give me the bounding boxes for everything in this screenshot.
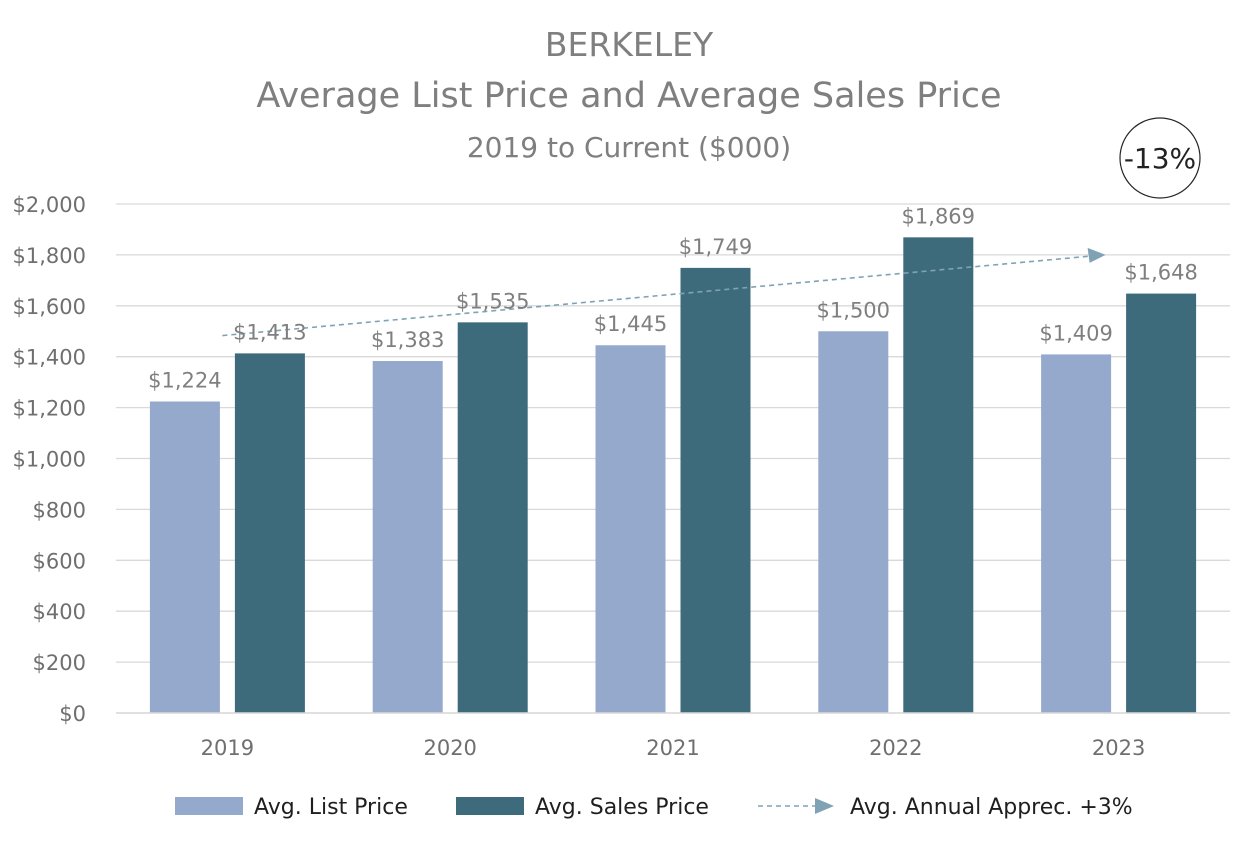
bar-sales-2022 [903,237,974,714]
y-tick-label: $1,200 [13,397,86,421]
y-tick-label: $1,000 [13,448,86,472]
x-tick-label: 2022 [869,736,922,760]
chart-subtitle-period: 2019 to Current ($000) [467,131,791,164]
bar-list-2019 [149,401,220,713]
y-tick-label: $2,000 [13,193,86,217]
x-tick-label: 2019 [201,736,254,760]
bar-list-2021 [595,345,666,713]
legend-label-list-price: Avg. List Price [254,795,408,820]
x-axis-ticks: 2019 2020 2021 2022 2023 [116,712,1230,760]
legend-label-trend: Avg. Annual Apprec. +3% [850,795,1133,820]
y-tick-label: $1,600 [13,295,86,319]
data-label: $1,224 [148,368,221,392]
data-label: $1,535 [456,289,529,313]
y-tick-label: $1,800 [13,244,86,268]
x-tick-label: 2020 [423,736,476,760]
bar-sales-2019 [234,353,305,713]
legend: Avg. List Price Avg. Sales Price Avg. Annu… [175,795,1133,820]
chart-subtitle: Average List Price and Average Sales Pri… [256,76,1001,116]
y-tick-label: $200 [33,651,86,675]
bar-list-2023 [1041,354,1112,713]
data-label: $1,409 [1039,321,1112,345]
legend-swatch-trend-arrow [815,798,834,814]
trend-line [222,247,1106,337]
trend-arrowhead [1087,247,1106,263]
data-label: $1,648 [1124,261,1197,285]
legend-swatch-sales-price [456,797,524,815]
chart-title: BERKELEY [545,25,714,64]
y-tick-label: $400 [33,600,86,624]
data-label: $1,383 [371,328,444,352]
bars [149,237,1197,714]
y-tick-label: $1,400 [13,346,86,370]
change-badge-text: -13% [1124,142,1196,175]
change-badge-circle [1119,117,1201,199]
trend-line-path [222,255,1090,337]
bar-list-2020 [372,361,443,713]
change-badge: -13% [1119,117,1201,199]
bar-sales-2021 [680,267,751,713]
bar-sales-2020 [457,322,528,713]
y-tick-label: $0 [59,702,86,726]
bar-list-2022 [818,331,889,713]
x-tick-label: 2023 [1092,736,1145,760]
x-tick-label: 2021 [646,736,699,760]
chart-titles: BERKELEY Average List Price and Average … [256,25,1001,164]
bar-sales-2023 [1126,293,1197,713]
y-tick-label: $600 [33,549,86,573]
legend-swatch-list-price [175,797,243,815]
y-axis-ticks: $0 $200 $400 $600 $800 $1,000 $1,200 $1,400 $1,6… [13,193,86,726]
data-labels: $1,224 $1,383 $1,445 $1,500 $1,409 $1,413 $1,5… [148,204,1198,392]
data-label: $1,413 [233,320,306,344]
y-tick-label: $800 [33,498,86,522]
legend-label-sales-price: Avg. Sales Price [535,795,709,820]
data-label: $1,749 [679,235,752,259]
data-label: $1,869 [902,204,975,228]
data-label: $1,445 [594,312,667,336]
data-label: $1,500 [817,298,890,322]
